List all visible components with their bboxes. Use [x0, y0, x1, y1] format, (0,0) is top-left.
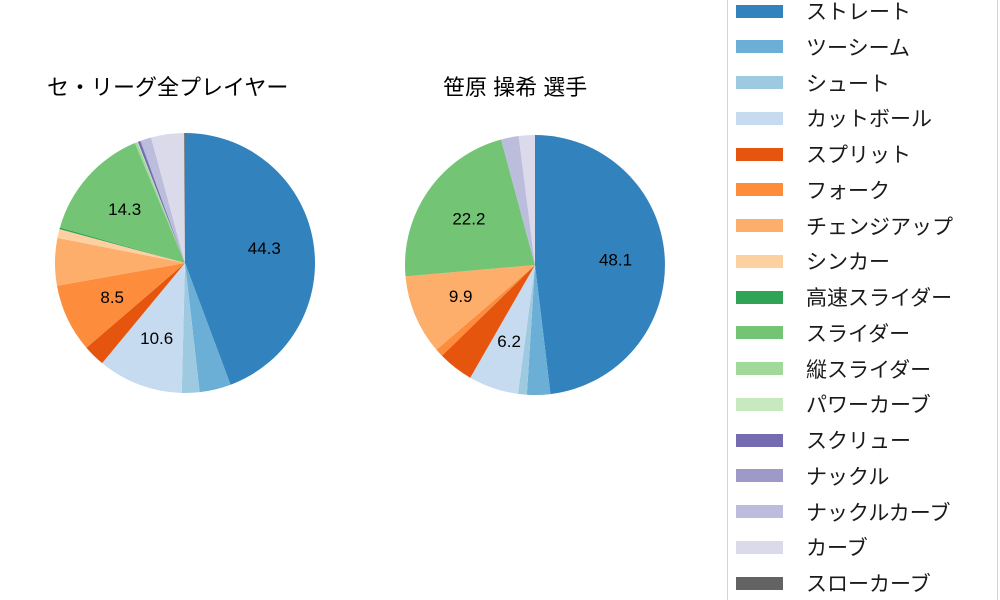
- pie-slice-シュート: [517, 265, 535, 395]
- pie-value-label: 44.3: [248, 239, 281, 258]
- pie-slice-フォーク: [436, 265, 535, 356]
- legend-color-swatch: [736, 290, 783, 304]
- legend-color-swatch: [736, 576, 783, 590]
- pie-title-right: 笹原 操希 選手: [443, 75, 588, 100]
- legend-color-swatch: [736, 76, 783, 89]
- legend-item-label: ストレート: [806, 1, 911, 24]
- legend-item-label: スライダー: [806, 322, 911, 346]
- legend-item-カーブ: カーブ: [728, 529, 997, 565]
- legend-color-swatch: [736, 397, 783, 411]
- legend-item-カットボール: カットボール: [728, 100, 997, 136]
- legend-color-swatch: [736, 254, 783, 268]
- pie-slice-スライダー: [404, 139, 535, 277]
- pie-slice-カットボール: [470, 265, 535, 394]
- legend-item-label: スクリュー: [806, 430, 911, 453]
- pie-value-label: 9.9: [449, 287, 473, 306]
- legend-item-ナックルカーブ: ナックルカーブ: [728, 494, 997, 530]
- pie-slice-スクリュー: [137, 140, 185, 263]
- pie-value-label: 48.1: [599, 251, 632, 270]
- pie-value-label: 22.2: [452, 209, 485, 228]
- legend-color-swatch: [736, 505, 783, 518]
- pie-slice-スローカーブ: [184, 132, 185, 263]
- pie-slice-スプリット: [86, 263, 185, 364]
- legend-color-swatch: [736, 219, 783, 232]
- pie-slice-シュート: [181, 263, 200, 394]
- legend-color-swatch: [736, 362, 783, 375]
- pie-slice-チェンジアップ: [405, 265, 535, 350]
- legend-item-label: シンカー: [806, 251, 890, 275]
- legend-color-swatch: [736, 469, 783, 483]
- legend-item-label: ツーシーム: [806, 36, 910, 60]
- pie-slice-縦スライダー: [134, 142, 185, 263]
- pie-slice-フォーク: [57, 263, 186, 348]
- pie-chart-league-all: 44.3 10.6 8.5 14.3: [55, 132, 315, 394]
- legend-color-swatch: [736, 540, 783, 554]
- legend-color-swatch: [736, 433, 783, 447]
- legend-color-swatch: [736, 326, 783, 340]
- legend-item-スライダー: スライダー: [728, 315, 997, 351]
- pie-slice-ストレート: [535, 135, 665, 395]
- legend-item-シンカー: シンカー: [728, 243, 997, 279]
- legend-item-label: ナックルカーブ: [806, 501, 951, 525]
- pie-value-label: 8.5: [100, 288, 124, 307]
- legend-item-フォーク: フォーク: [728, 172, 997, 208]
- pie-slice-スプリット: [441, 265, 535, 378]
- legend-item-スローカーブ: スローカーブ: [728, 565, 997, 600]
- legend-item-スクリュー: スクリュー: [728, 422, 997, 458]
- pie-slice-ナックル: [140, 140, 185, 263]
- legend-item-ストレート: ストレート: [728, 0, 997, 29]
- pie-slice-チェンジアップ: [55, 237, 185, 286]
- legend-item-label: カットボール: [806, 108, 932, 132]
- pie-slice-スライダー: [59, 143, 185, 263]
- pie-value-label: 10.6: [140, 329, 173, 348]
- pie-value-label: 14.3: [108, 200, 141, 219]
- pie-slice-カーブ: [518, 135, 535, 265]
- legend-item-label: パワーカーブ: [806, 394, 931, 418]
- pie-slice-パワーカーブ: [137, 141, 185, 263]
- legend-item-ツーシーム: ツーシーム: [728, 29, 997, 65]
- legend-item-label: フォーク: [806, 179, 890, 203]
- legend-color-swatch: [736, 4, 783, 18]
- legend-item-label: シュート: [806, 72, 890, 96]
- pie-slice-ナックルカーブ: [501, 136, 535, 265]
- legend-color-swatch: [736, 40, 783, 54]
- pie-value-label: 6.2: [497, 332, 521, 351]
- pie-slice-高速スライダー: [59, 227, 185, 263]
- legend-color-swatch: [736, 183, 783, 197]
- legend-item-label: 縦スライダー: [806, 358, 932, 382]
- pie-title-left: セ・リーグ全プレイヤー: [47, 75, 289, 100]
- legend-color-swatch: [736, 147, 783, 161]
- legend-item-縦スライダー: 縦スライダー: [728, 351, 997, 387]
- legend-item-パワーカーブ: パワーカーブ: [728, 386, 997, 422]
- pie-slice-カーブ: [151, 133, 185, 263]
- legend-color-swatch: [736, 111, 783, 125]
- pie-slice-ストレート: [185, 133, 315, 385]
- pie-slice-カットボール: [102, 263, 185, 393]
- legend-item-高速スライダー: 高速スライダー: [728, 279, 997, 315]
- legend-item-label: 高速スライダー: [806, 287, 953, 310]
- legend-item-スプリット: スプリット: [728, 136, 997, 172]
- legend-item-label: スローカーブ: [806, 573, 931, 596]
- legend-item-チェンジアップ: チェンジアップ: [728, 208, 997, 244]
- legend: ストレートツーシームシュートカットボール スプリットフォークチェンジアップ シンカー…: [727, 0, 998, 600]
- legend-item-label: スプリット: [806, 144, 911, 167]
- legend-item-シュート: シュート: [728, 65, 997, 101]
- pie-slice-シンカー: [57, 229, 185, 263]
- legend-item-ナックル: ナックル: [728, 458, 997, 494]
- legend-item-label: カーブ: [806, 537, 868, 561]
- pie-slice-ナックルカーブ: [140, 137, 185, 263]
- legend-item-label: チェンジアップ: [806, 215, 953, 239]
- pie-slice-ツーシーム: [185, 263, 231, 393]
- pie-slice-ツーシーム: [526, 265, 551, 395]
- legend-item-label: ナックル: [806, 465, 890, 489]
- pie-chart-player: 48.1 6.2 9.9 22.2: [404, 135, 665, 395]
